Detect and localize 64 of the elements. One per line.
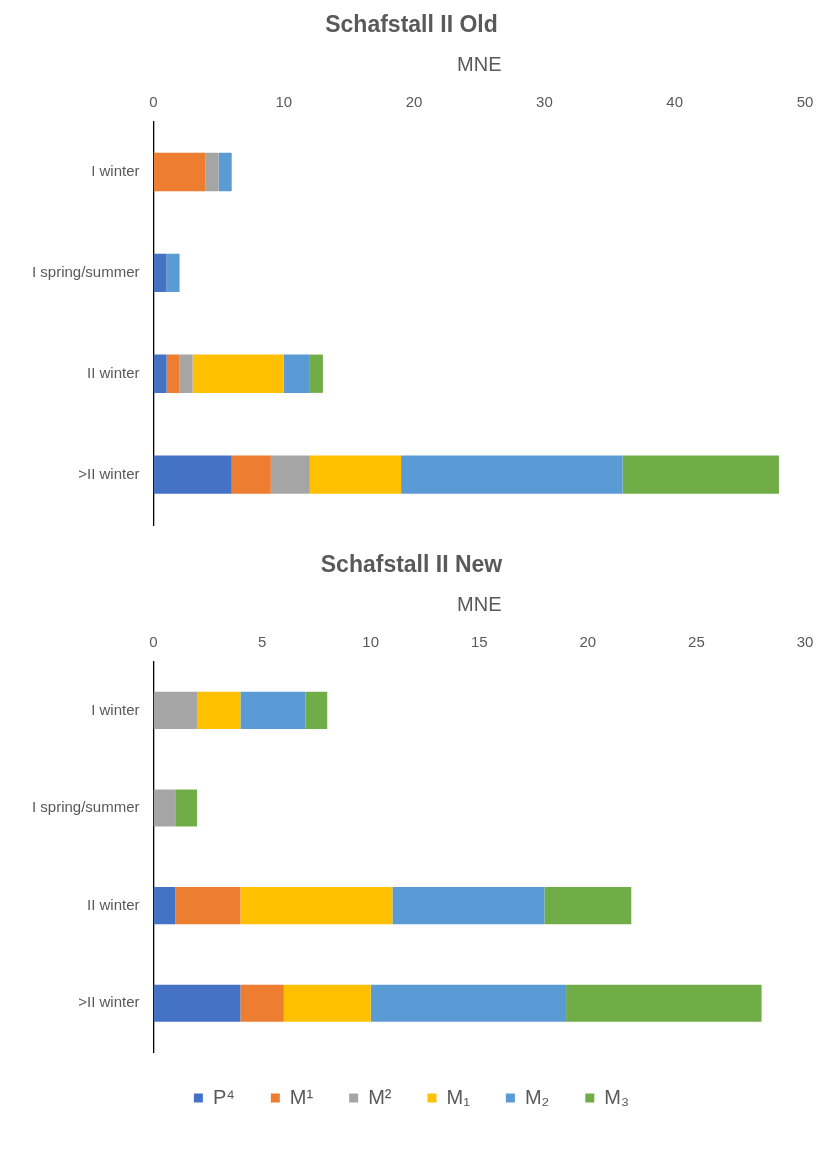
bar	[309, 354, 323, 393]
y-tick-label: I winter	[91, 700, 140, 718]
bar	[305, 691, 328, 729]
y-tick-label: >II winter	[78, 464, 140, 482]
bar	[179, 354, 193, 393]
x-tick-label: 10	[275, 92, 293, 110]
bar	[153, 455, 232, 494]
x-tick-label: 15	[470, 632, 488, 650]
bar	[192, 354, 284, 393]
x-tick-label: 20	[405, 92, 423, 110]
y-tick-label: I winter	[91, 162, 140, 180]
y-tick-label: II winter	[87, 363, 140, 381]
legend-label: M₁	[446, 1085, 471, 1108]
bar	[283, 354, 310, 393]
chart-title: Schafstall II Old	[325, 11, 498, 38]
bar	[240, 984, 284, 1022]
bar	[153, 984, 241, 1022]
x-tick-label: 30	[796, 632, 814, 650]
bar	[370, 984, 567, 1022]
bar	[622, 455, 779, 494]
bar	[175, 887, 241, 925]
bar	[166, 253, 180, 293]
legend-label: M₂	[524, 1085, 550, 1108]
bar	[153, 253, 167, 293]
x-axis-title: MNE	[457, 593, 502, 616]
x-tick-label: 50	[796, 92, 814, 110]
x-tick-label: 25	[688, 632, 705, 650]
bar	[544, 887, 632, 925]
bar	[566, 984, 762, 1022]
bar	[270, 455, 310, 494]
x-tick-label: 30	[536, 92, 553, 110]
bar	[231, 455, 271, 494]
x-tick-label: 5	[257, 632, 267, 650]
bar	[392, 887, 545, 925]
bar	[401, 455, 623, 494]
x-tick-label: 0	[149, 92, 158, 110]
bar	[153, 887, 176, 925]
y-tick-label: I spring/summer	[32, 798, 140, 816]
x-axis-title: MNE	[457, 53, 502, 76]
bar	[309, 455, 402, 494]
bar	[218, 152, 232, 192]
chart-title: Schafstall II New	[320, 551, 503, 578]
bar	[205, 152, 219, 192]
y-tick-label: >II winter	[78, 993, 140, 1011]
y-tick-label: I spring/summer	[32, 263, 140, 281]
legend-label: M²	[368, 1085, 392, 1108]
x-tick-label: 0	[149, 632, 158, 650]
bar	[240, 887, 393, 925]
bar	[166, 354, 180, 393]
x-tick-label: 40	[666, 92, 684, 110]
bar	[153, 789, 176, 827]
x-tick-label: 10	[362, 632, 380, 650]
bar	[283, 984, 371, 1022]
bar	[153, 691, 197, 729]
bar	[196, 691, 241, 729]
bar	[153, 354, 167, 393]
y-tick-label: II winter	[87, 895, 140, 913]
bar	[153, 152, 206, 192]
legend-label: P⁴	[212, 1085, 235, 1108]
bar	[240, 691, 306, 729]
bar	[175, 789, 197, 827]
legend-label: M¹	[289, 1085, 314, 1108]
x-tick-label: 20	[579, 632, 597, 650]
legend-label: M₃	[604, 1085, 630, 1108]
